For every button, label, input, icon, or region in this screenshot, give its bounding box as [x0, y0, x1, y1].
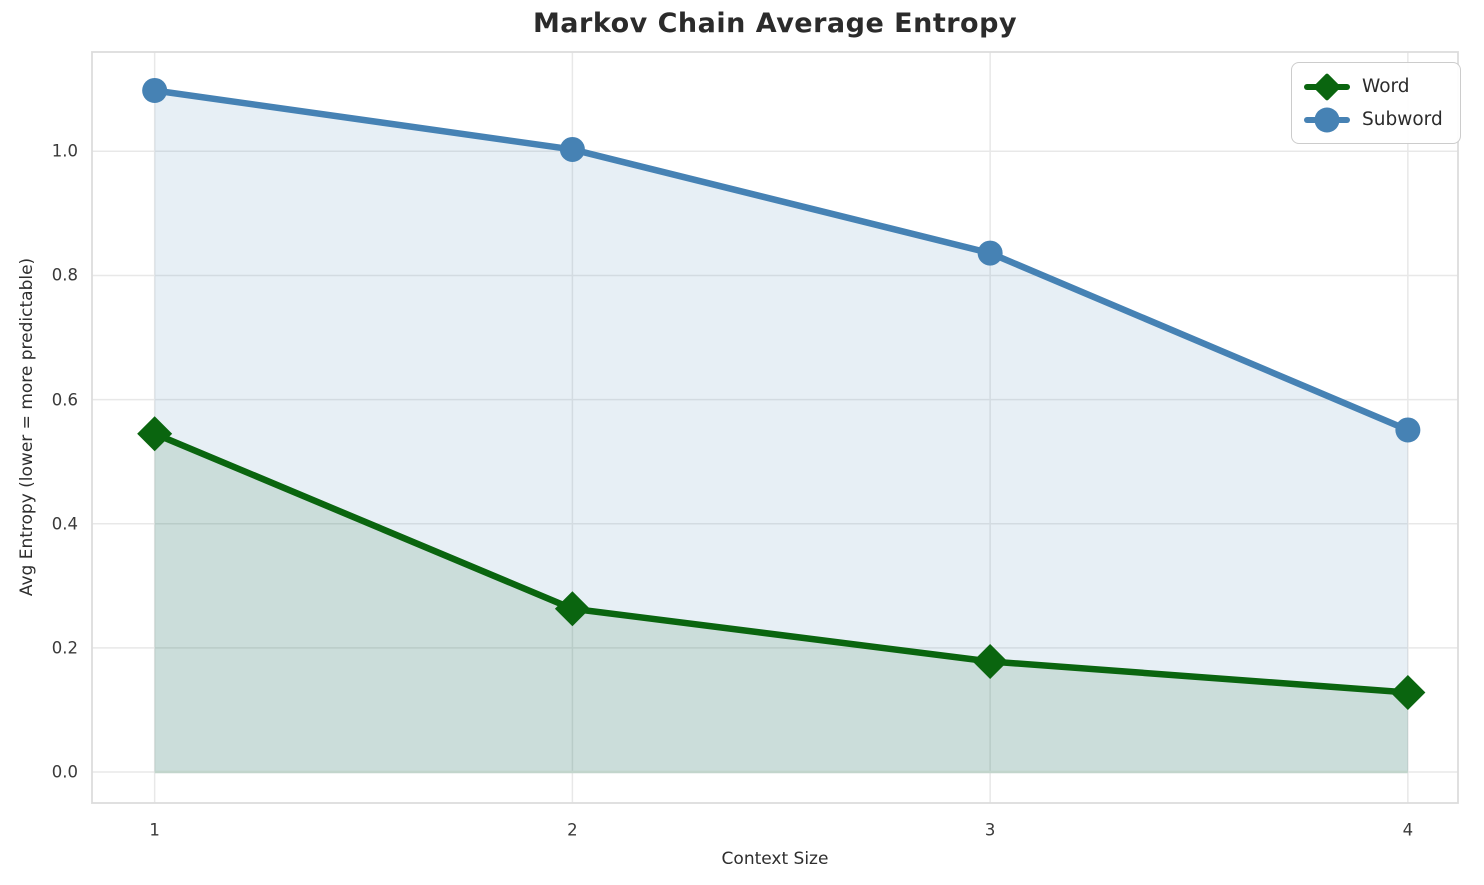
word-legend-sample — [1304, 71, 1350, 102]
x-tick-label: 1 — [149, 820, 160, 840]
y-axis-label: Avg Entropy (lower = more predictable) — [17, 257, 37, 597]
y-tick-label: 0.6 — [51, 390, 78, 410]
legend: Word Subword — [1291, 62, 1461, 144]
chart-title: Markov Chain Average Entropy — [532, 8, 1018, 39]
legend-item-word: Word — [1304, 71, 1446, 102]
word-diamond-icon — [1312, 72, 1342, 101]
y-tick-label: 0.4 — [51, 514, 78, 534]
legend-label-word: Word — [1362, 76, 1410, 97]
legend-item-subword: Subword — [1304, 104, 1446, 135]
x-axis-label: Context Size — [721, 849, 829, 869]
y-tick-label: 0.8 — [51, 265, 78, 285]
x-tick-label: 4 — [1402, 820, 1414, 840]
x-tick-label: 2 — [567, 820, 578, 840]
y-tick-label: 0.2 — [51, 638, 78, 658]
y-tick-label: 1.0 — [51, 141, 78, 161]
legend-label-subword: Subword — [1362, 109, 1443, 130]
y-tick-label: 0.0 — [51, 762, 78, 782]
x-tick-label: 3 — [984, 820, 996, 840]
subword-legend-sample — [1304, 104, 1350, 135]
subword-circle-icon — [1314, 107, 1340, 132]
